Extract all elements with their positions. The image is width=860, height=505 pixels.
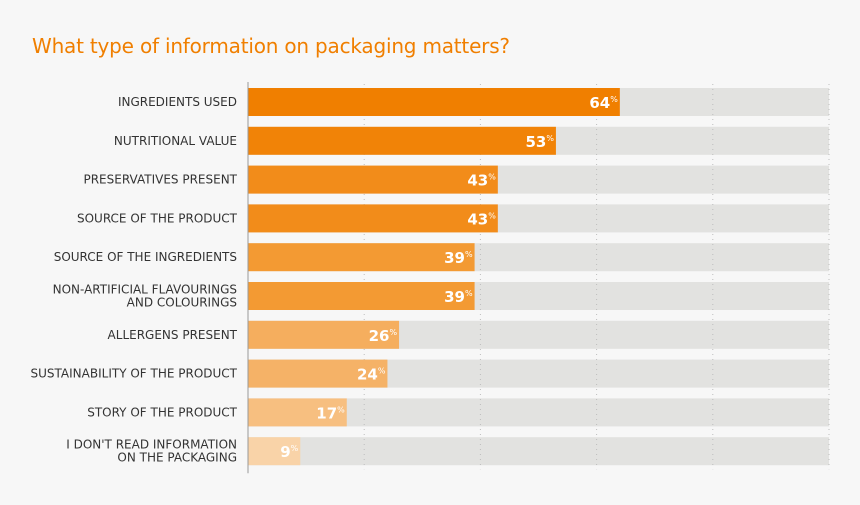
value-label: 24% xyxy=(357,366,386,384)
value-label: 9% xyxy=(280,443,298,461)
bar xyxy=(248,398,347,427)
value-label: 26% xyxy=(369,327,398,345)
bar-track xyxy=(248,437,829,466)
category-label: STORY OF THE PRODUCT xyxy=(87,405,237,419)
category-label: INGREDIENTS USED xyxy=(118,95,237,109)
chart-title: What type of information on packaging ma… xyxy=(32,34,510,58)
category-label: NON-ARTIFICIAL FLAVOURINGS AND COLOURINGS xyxy=(53,283,237,310)
value-label: 43% xyxy=(467,210,496,228)
bar xyxy=(248,437,301,466)
bars xyxy=(248,88,620,466)
category-label: SOURCE OF THE PRODUCT xyxy=(77,211,238,225)
value-labels: 64% 53% 43% 43% 39% 39% 26% 24% 17% 9% xyxy=(280,94,618,461)
value-label: 39% xyxy=(444,249,473,267)
category-label: NUTRITIONAL VALUE xyxy=(114,134,237,148)
bar xyxy=(248,126,556,155)
category-label: SUSTAINABILITY OF THE PRODUCT xyxy=(31,367,238,381)
value-label: 64% xyxy=(589,94,618,112)
bar xyxy=(248,282,475,310)
value-label: 43% xyxy=(467,172,496,190)
bar xyxy=(248,165,498,194)
bar xyxy=(248,359,388,388)
category-label: ALLERGENS PRESENT xyxy=(108,328,238,342)
value-label: 53% xyxy=(525,133,554,151)
grid-lines xyxy=(363,84,830,470)
category-label: I DON'T READ INFORMATION ON THE PACKAGING xyxy=(66,438,237,465)
category-labels: INGREDIENTS USED NUTRITIONAL VALUE PRESERV… xyxy=(31,95,238,465)
bar xyxy=(248,204,498,233)
value-label: 39% xyxy=(444,288,473,306)
category-label: PRESERVATIVES PRESENT xyxy=(83,173,237,187)
bar xyxy=(248,320,400,349)
bar xyxy=(248,243,475,272)
category-label: SOURCE OF THE INGREDIENTS xyxy=(54,250,237,264)
value-label: 17% xyxy=(316,404,345,422)
bar xyxy=(248,88,620,116)
